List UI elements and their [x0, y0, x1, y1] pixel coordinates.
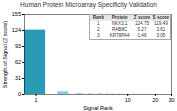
svg-text:93: 93: [15, 43, 21, 49]
svg-text:20: 20: [152, 97, 158, 103]
html-text:Protein: Protein: [111, 15, 128, 20]
html-text:Z score S score: Z score S score: [133, 15, 170, 20]
html-text:1: 1: [97, 21, 100, 26]
html-text:3.61: 3.61: [156, 27, 166, 32]
html-text:2: 2: [97, 27, 100, 32]
svg-text:1: 1: [34, 97, 37, 103]
html-text:NKX3.1: NKX3.1: [111, 21, 128, 26]
html-text:124.75: 124.75: [135, 21, 149, 26]
svg-text:10: 10: [125, 97, 131, 103]
html-text:Human Protein Microarray Speci: Human Protein Microarray Specificity Val…: [20, 1, 157, 8]
svg-text:Strength of Signal (Z score): Strength of Signal (Z score): [2, 21, 8, 88]
html-text:5.27: 5.27: [137, 27, 147, 32]
svg-text:0: 0: [18, 91, 21, 97]
html-text:3.05: 3.05: [156, 33, 166, 38]
svg-text:Signal Rank: Signal Rank: [83, 105, 113, 111]
html-text:3: 3: [97, 33, 100, 38]
svg-text:62: 62: [15, 59, 21, 65]
html-text:RAB8C: RAB8C: [112, 27, 128, 32]
svg-text:31: 31: [15, 75, 21, 81]
html-text:1.48: 1.48: [137, 33, 147, 38]
html-text:KRT8PA4: KRT8PA4: [109, 33, 130, 38]
svg-text:30: 30: [168, 97, 174, 103]
svg-text:124: 124: [12, 27, 21, 33]
html-text:119.49: 119.49: [154, 21, 168, 26]
html-text:Rank: Rank: [92, 15, 104, 20]
svg-text:155: 155: [12, 11, 21, 17]
